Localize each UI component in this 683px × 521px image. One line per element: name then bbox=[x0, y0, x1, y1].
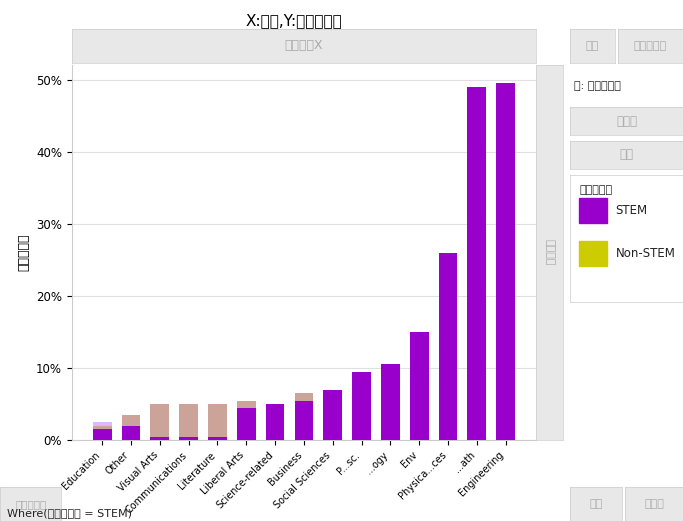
Bar bbox=[352, 371, 371, 440]
Bar bbox=[438, 253, 458, 440]
Text: 車ね合わせ: 車ね合わせ bbox=[634, 41, 667, 51]
Bar bbox=[122, 415, 141, 440]
Bar bbox=[352, 422, 371, 440]
Y-axis label: パーセント: パーセント bbox=[18, 234, 31, 271]
Text: Non-STEM: Non-STEM bbox=[615, 247, 675, 260]
Bar bbox=[294, 393, 313, 440]
Bar bbox=[323, 390, 342, 440]
Bar bbox=[150, 437, 169, 440]
Bar bbox=[579, 197, 607, 223]
Bar bbox=[93, 429, 111, 440]
Bar bbox=[208, 404, 227, 440]
Text: ページ: ページ bbox=[644, 499, 664, 509]
Bar bbox=[410, 422, 429, 440]
Text: X:学位,Y:パーセント: X:学位,Y:パーセント bbox=[245, 13, 342, 28]
Bar bbox=[179, 404, 198, 440]
Bar bbox=[179, 404, 198, 440]
Bar bbox=[93, 422, 111, 440]
Bar bbox=[237, 401, 255, 440]
Bar bbox=[208, 404, 227, 440]
Bar bbox=[497, 422, 515, 440]
Text: 区間: 区間 bbox=[619, 148, 634, 162]
Bar bbox=[122, 415, 141, 440]
Bar bbox=[93, 426, 111, 440]
Bar bbox=[410, 332, 429, 440]
Bar bbox=[410, 422, 429, 440]
Bar bbox=[150, 404, 169, 440]
Bar bbox=[381, 365, 400, 440]
Bar bbox=[352, 422, 371, 440]
Text: Where(職業の系統 = STEM): Where(職業の系統 = STEM) bbox=[7, 508, 132, 518]
Bar bbox=[122, 426, 141, 440]
Text: STEM: STEM bbox=[615, 204, 647, 217]
Bar bbox=[150, 404, 169, 440]
Bar bbox=[323, 422, 342, 440]
Bar bbox=[294, 393, 313, 440]
Bar bbox=[497, 422, 515, 440]
Bar bbox=[208, 437, 227, 440]
Bar bbox=[381, 422, 400, 440]
Text: サイズ: サイズ bbox=[616, 115, 637, 128]
Bar bbox=[237, 408, 255, 440]
Text: 度数: 度数 bbox=[589, 499, 602, 509]
Bar bbox=[579, 241, 607, 266]
Bar bbox=[467, 87, 486, 440]
Bar bbox=[179, 437, 198, 440]
Bar bbox=[294, 401, 313, 440]
Text: グループX: グループX bbox=[285, 39, 323, 52]
Text: 学位の系統: 学位の系統 bbox=[579, 185, 613, 195]
Bar bbox=[497, 83, 515, 440]
Text: 地図タイプ: 地図タイプ bbox=[15, 499, 46, 509]
Bar bbox=[381, 422, 400, 440]
Bar bbox=[323, 422, 342, 440]
Text: スケール: スケール bbox=[545, 240, 555, 266]
Bar bbox=[438, 422, 458, 440]
Bar bbox=[266, 422, 285, 440]
Bar bbox=[467, 422, 486, 440]
Bar bbox=[237, 401, 255, 440]
Bar bbox=[266, 404, 285, 440]
Text: 段組: 段組 bbox=[586, 41, 599, 51]
Bar bbox=[467, 422, 486, 440]
Text: 色: 学位の系統: 色: 学位の系統 bbox=[574, 81, 621, 91]
Bar bbox=[438, 422, 458, 440]
Bar bbox=[266, 437, 285, 440]
